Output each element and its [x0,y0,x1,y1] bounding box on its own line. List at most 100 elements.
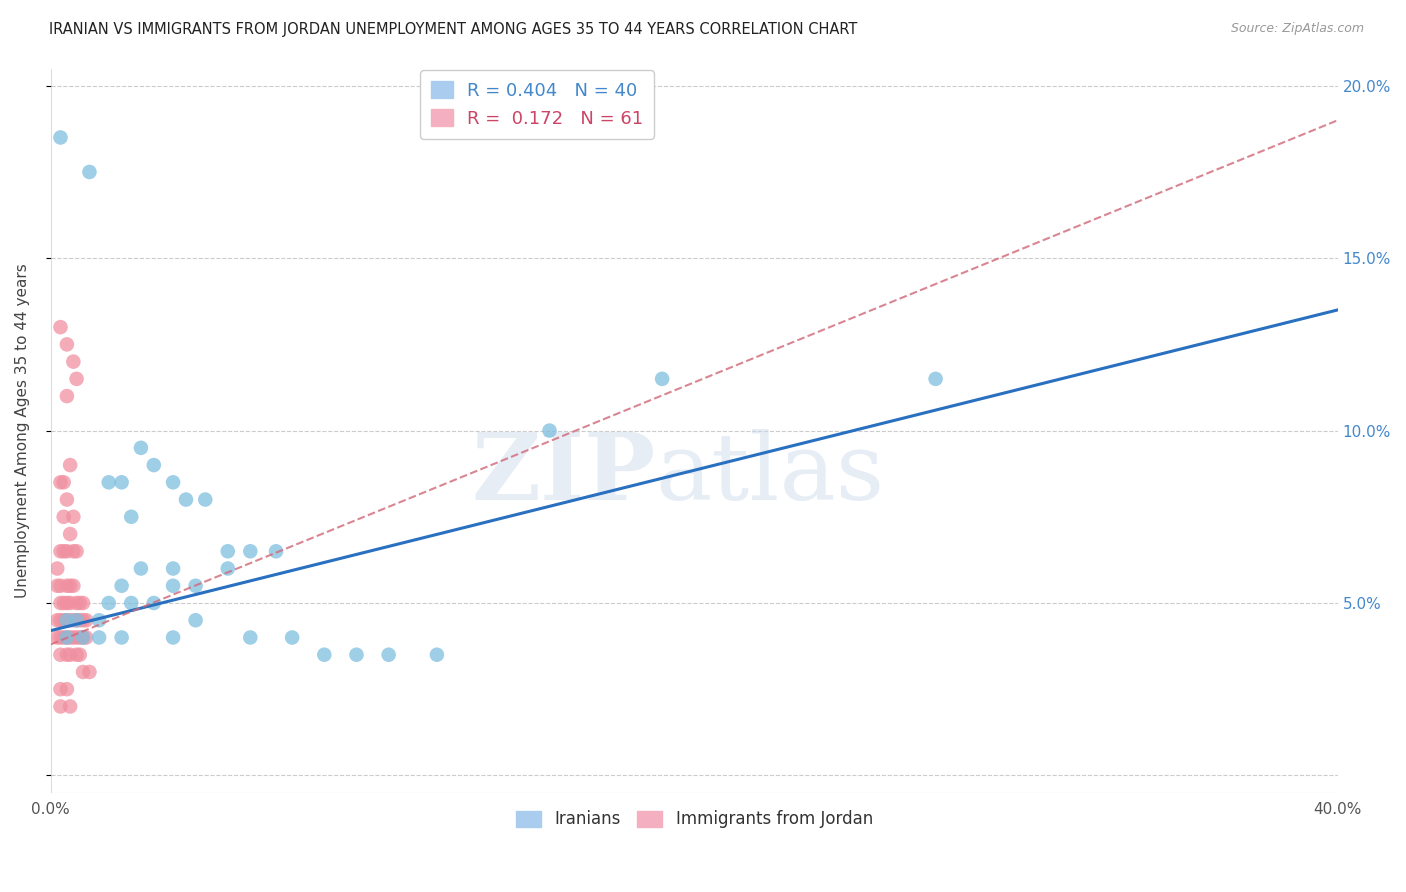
Point [129,561,152,575]
Text: ZIP: ZIP [471,429,655,519]
Point [75,613,97,627]
Point [184,579,207,593]
Point [110,631,132,645]
Point [97,475,120,490]
Point [142,596,165,610]
Point [79,165,101,179]
Point [56,579,79,593]
Point [49,320,72,334]
Point [49,682,72,697]
Legend: Iranians, Immigrants from Jordan: Iranians, Immigrants from Jordan [509,804,879,835]
Point [46,561,69,575]
Point [52,509,75,524]
Point [346,648,368,662]
Point [129,441,152,455]
Point [72,613,94,627]
Point [651,372,673,386]
Text: atlas: atlas [655,429,884,519]
Point [87,631,110,645]
Point [217,561,239,575]
Point [65,613,87,627]
Point [52,596,75,610]
Point [110,475,132,490]
Point [62,354,84,368]
Point [52,613,75,627]
Point [49,130,72,145]
Point [194,492,217,507]
Point [56,631,79,645]
Point [56,337,79,351]
Point [56,596,79,610]
Point [239,544,262,558]
Point [162,561,184,575]
Point [59,596,82,610]
Point [217,544,239,558]
Point [184,613,207,627]
Point [49,475,72,490]
Point [52,544,75,558]
Text: Source: ZipAtlas.com: Source: ZipAtlas.com [1230,22,1364,36]
Point [79,665,101,679]
Point [426,648,449,662]
Point [72,665,94,679]
Point [110,579,132,593]
Point [174,492,197,507]
Point [72,596,94,610]
Point [65,631,87,645]
Point [142,458,165,472]
Point [924,372,946,386]
Point [59,613,82,627]
Point [69,613,91,627]
Point [65,596,87,610]
Point [377,648,399,662]
Point [49,631,72,645]
Point [59,648,82,662]
Point [281,631,304,645]
Point [56,648,79,662]
Point [59,579,82,593]
Point [314,648,336,662]
Point [239,631,262,645]
Point [69,648,91,662]
Point [62,509,84,524]
Point [65,544,87,558]
Point [56,613,79,627]
Point [49,579,72,593]
Point [75,631,97,645]
Point [49,544,72,558]
Point [46,613,69,627]
Point [46,579,69,593]
Point [56,389,79,403]
Point [62,631,84,645]
Point [162,579,184,593]
Point [49,699,72,714]
Point [56,682,79,697]
Point [72,631,94,645]
Point [59,631,82,645]
Point [538,424,561,438]
Point [56,613,79,627]
Point [120,596,142,610]
Point [56,492,79,507]
Point [62,544,84,558]
Point [49,596,72,610]
Point [69,631,91,645]
Point [49,648,72,662]
Point [59,458,82,472]
Y-axis label: Unemployment Among Ages 35 to 44 years: Unemployment Among Ages 35 to 44 years [15,263,30,598]
Point [52,475,75,490]
Point [87,613,110,627]
Point [120,509,142,524]
Point [162,475,184,490]
Point [56,544,79,558]
Point [162,631,184,645]
Point [72,631,94,645]
Point [65,372,87,386]
Point [97,596,120,610]
Point [59,699,82,714]
Point [56,631,79,645]
Point [46,631,69,645]
Point [62,613,84,627]
Point [59,527,82,541]
Text: IRANIAN VS IMMIGRANTS FROM JORDAN UNEMPLOYMENT AMONG AGES 35 TO 44 YEARS CORRELA: IRANIAN VS IMMIGRANTS FROM JORDAN UNEMPL… [49,22,858,37]
